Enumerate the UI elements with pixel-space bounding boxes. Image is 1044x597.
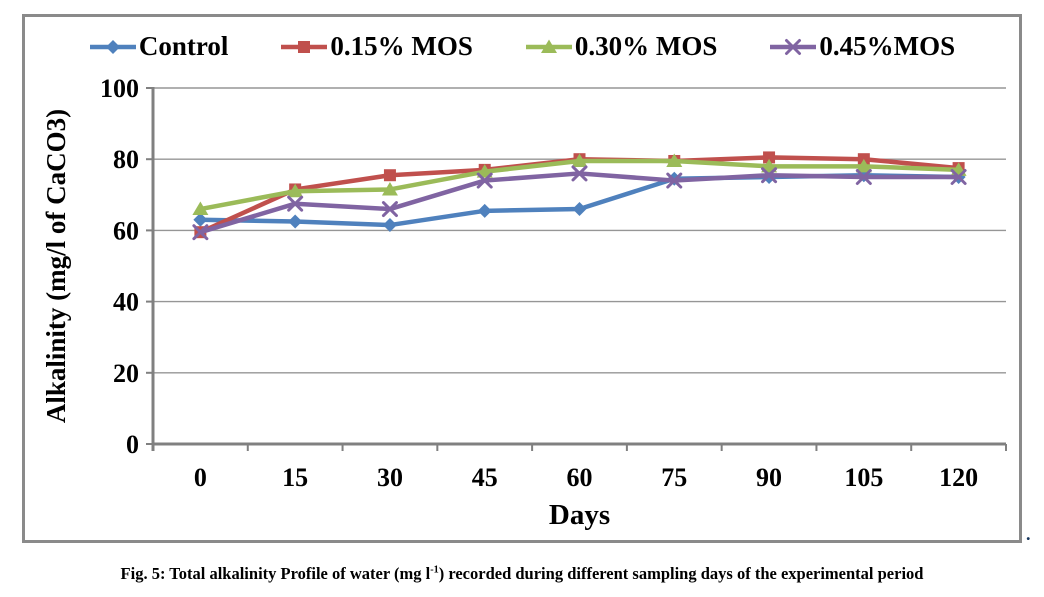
legend-label-control: Control <box>138 31 229 61</box>
marker-control-day-15 <box>288 214 303 229</box>
figure-caption: Fig. 5: Total alkalinity Profile of wate… <box>0 564 1044 584</box>
marker-0-45-mos-day-75 <box>666 172 683 189</box>
marker-0-45-mos-day-105 <box>855 169 872 185</box>
legend-label-0-15-mos: 0.15% MOS <box>330 31 473 61</box>
y-tick-label-20: 20 <box>113 359 139 388</box>
x-tick-label-0: 0 <box>194 463 207 492</box>
y-tick-label-40: 40 <box>113 288 139 317</box>
legend-marker-x-icon <box>770 38 817 55</box>
y-tick-label-0: 0 <box>126 430 139 459</box>
marker-0-30-mos-day-30 <box>381 181 398 196</box>
chart-figure: Control 0.15% MOS 0.30% MOS 0.45%MOS 0 20 40 6… <box>22 14 1022 543</box>
x-tick-label-60: 60 <box>567 463 593 492</box>
legend-label-0-45-mos: 0.45%MOS <box>819 31 956 61</box>
x-tick-label-90: 90 <box>756 463 782 492</box>
legend-item-0-15-mos: 0.15% MOS <box>280 33 473 60</box>
x-tick-label-15: 15 <box>282 463 308 492</box>
marker-0-30-mos-day-0 <box>192 201 209 216</box>
marker-control-day-60 <box>572 202 587 217</box>
chart-legend: Control 0.15% MOS 0.30% MOS 0.45%MOS <box>25 33 1019 60</box>
legend-marker-square-icon <box>281 40 328 53</box>
x-tick-label-30: 30 <box>377 463 403 492</box>
marker-0-30-mos-day-75 <box>666 153 683 167</box>
marker-control-day-30 <box>382 218 397 233</box>
plot-area-svg: 0 20 40 60 80 100 0 15 30 45 60 75 90 105 120 Days Alkal… <box>41 74 1007 531</box>
legend-item-0-30-mos: 0.30% MOS <box>525 31 718 61</box>
x-axis-title: Days <box>549 499 610 531</box>
legend-item-control: Control <box>89 31 229 61</box>
marker-0-30-mos-day-105 <box>855 158 872 173</box>
caption-superscript: -1 <box>430 564 439 576</box>
y-tick-label-60: 60 <box>113 216 139 245</box>
marker-0-45-mos-day-0 <box>192 224 209 241</box>
legend-label-0-30-mos: 0.30% MOS <box>574 31 718 61</box>
legend-marker-shape <box>540 39 557 53</box>
marker-control-day-45 <box>477 203 492 218</box>
y-axis-title: Alkalinity (mg/l of CaCO3) <box>41 109 71 423</box>
marker-0-15-mos-day-30 <box>383 169 396 182</box>
series-line-control <box>200 172 959 228</box>
x-tick-label-45: 45 <box>472 463 498 492</box>
marker-0-15-mos-day-90 <box>763 151 776 164</box>
marker-0-45-mos-day-90 <box>761 167 778 184</box>
marker-0-30-mos-day-90 <box>761 158 778 173</box>
marker-control-day-0 <box>193 212 208 227</box>
marker-0-45-mos-day-45 <box>476 172 493 189</box>
x-tick-label-120: 120 <box>939 463 978 492</box>
caption-suffix: ) recorded during different sampling day… <box>438 564 924 583</box>
legend-marker-triangle-icon <box>525 39 572 53</box>
legend-marker-shape <box>785 38 802 55</box>
x-tick-label-75: 75 <box>661 463 687 492</box>
trailing-period: . <box>1026 524 1031 544</box>
y-tick-label-100: 100 <box>100 74 139 103</box>
marker-0-45-mos-day-120 <box>950 169 967 185</box>
marker-0-30-mos-day-60 <box>571 153 588 167</box>
marker-0-30-mos-day-45 <box>476 164 493 178</box>
x-tick-label-105: 105 <box>844 463 883 492</box>
caption-prefix: Fig. 5: Total alkalinity Profile of wate… <box>120 564 431 583</box>
marker-0-45-mos-day-30 <box>381 201 398 218</box>
legend-item-0-45-mos: 0.45%MOS <box>769 33 955 60</box>
marker-0-45-mos-day-60 <box>571 165 588 182</box>
legend-marker-shape <box>105 39 120 54</box>
y-tick-label-80: 80 <box>113 145 139 174</box>
legend-marker-shape <box>298 40 311 53</box>
marker-0-30-mos-day-15 <box>287 183 304 198</box>
legend-marker-diamond-icon <box>89 39 136 54</box>
marker-0-45-mos-day-15 <box>287 195 304 212</box>
